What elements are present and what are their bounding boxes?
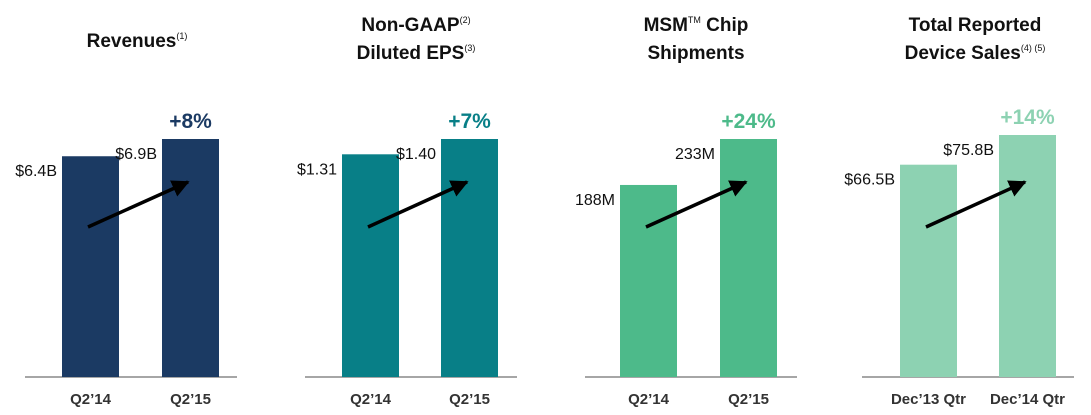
- chart-3-title-line2: Shipments: [647, 43, 744, 64]
- chart-4-change-label: +14%: [1000, 106, 1055, 129]
- chart-4-growth-arrow: [925, 180, 1027, 229]
- svg-text:Shipments: Shipments: [647, 43, 744, 64]
- svg-text:MSMTM Chip: MSMTM Chip: [644, 15, 749, 36]
- chart-3-growth-arrow: [645, 180, 748, 229]
- svg-text:Total Reported: Total Reported: [909, 15, 1042, 36]
- chart-2-bar-1: [342, 154, 399, 377]
- chart-3-change-label: +24%: [721, 110, 776, 133]
- chart-3-value-label-2: 233M: [675, 146, 715, 163]
- chart-1-growth-arrow: [87, 180, 190, 229]
- chart-1-bar-1: [62, 156, 119, 377]
- chart-1-category-label-2: Q2’15: [170, 391, 211, 408]
- chart-3-category-label-2: Q2’15: [728, 391, 769, 408]
- chart-2-category-label-1: Q2’14: [350, 391, 392, 408]
- chart-3-bar-2: [720, 139, 777, 377]
- chart-1-category-label-1: Q2’14: [70, 391, 112, 408]
- chart-4-category-label-2: Dec’14 Qtr: [990, 391, 1065, 408]
- chart-3-title-tm: TM: [688, 15, 701, 25]
- chart-4-title-line2-note: (4) (5): [1021, 43, 1046, 53]
- chart-2-bar-2: [441, 139, 498, 377]
- chart-2-title: Non-GAAP(2) Diluted EPS(3): [357, 15, 476, 64]
- chart-4-bar-2: [999, 135, 1056, 377]
- chart-4-value-label-2: $75.8B: [943, 142, 994, 159]
- chart-3-title-line1: MSM: [644, 15, 688, 36]
- chart-1-title-text: Revenues: [87, 31, 177, 52]
- chart-2-title-line1: Non-GAAP: [361, 15, 459, 36]
- chart-1-value-label-1: $6.4B: [15, 163, 57, 180]
- chart-2-growth-arrow: [367, 180, 469, 229]
- svg-text:Device Sales(4) (5): Device Sales(4) (5): [905, 43, 1046, 64]
- svg-text:Non-GAAP(2): Non-GAAP(2): [361, 15, 470, 36]
- svg-text:Revenues(1): Revenues(1): [87, 31, 188, 52]
- chart-1-title: Revenues(1): [87, 31, 188, 52]
- chart-2-category-label-2: Q2’15: [449, 391, 490, 408]
- chart-4-title: Total Reported Device Sales(4) (5): [905, 15, 1046, 64]
- chart-1-change-label: +8%: [169, 110, 212, 133]
- chart-3-title-line1-rest: Chip: [701, 15, 749, 36]
- chart-2-title-line2: Diluted EPS: [357, 43, 465, 64]
- chart-2-title-line1-note: (2): [460, 15, 471, 25]
- chart-3-bar-1: [620, 184, 677, 377]
- chart-3-value-label-1: 188M: [575, 192, 615, 209]
- chart-1-title-note: (1): [176, 31, 187, 41]
- chart-4-value-label-1: $66.5B: [844, 172, 895, 189]
- chart-4-bar-1: [900, 164, 957, 377]
- chart-2-title-line2-note: (3): [464, 43, 475, 53]
- chart-1-bar-2: [162, 139, 219, 377]
- svg-text:Diluted EPS(3): Diluted EPS(3): [357, 43, 476, 64]
- chart-2-value-label-2: $1.40: [396, 146, 436, 163]
- chart-4-title-line2: Device Sales: [905, 43, 1021, 64]
- chart-4-title-line1: Total Reported: [909, 15, 1042, 36]
- chart-2-value-label-1: $1.31: [297, 161, 337, 178]
- chart-2-change-label: +7%: [448, 110, 491, 133]
- chart-3-category-label-1: Q2’14: [628, 391, 670, 408]
- chart-marks: Q2’14 $6.4B Q2’15 $6.9B +8% Q2’14 $1.31 Q2’15 $1…: [15, 106, 1074, 408]
- chart-4-category-label-1: Dec’13 Qtr: [891, 391, 966, 408]
- chart-1-value-label-2: $6.9B: [115, 146, 157, 163]
- chart-3-title: MSMTM Chip Shipments: [644, 15, 749, 64]
